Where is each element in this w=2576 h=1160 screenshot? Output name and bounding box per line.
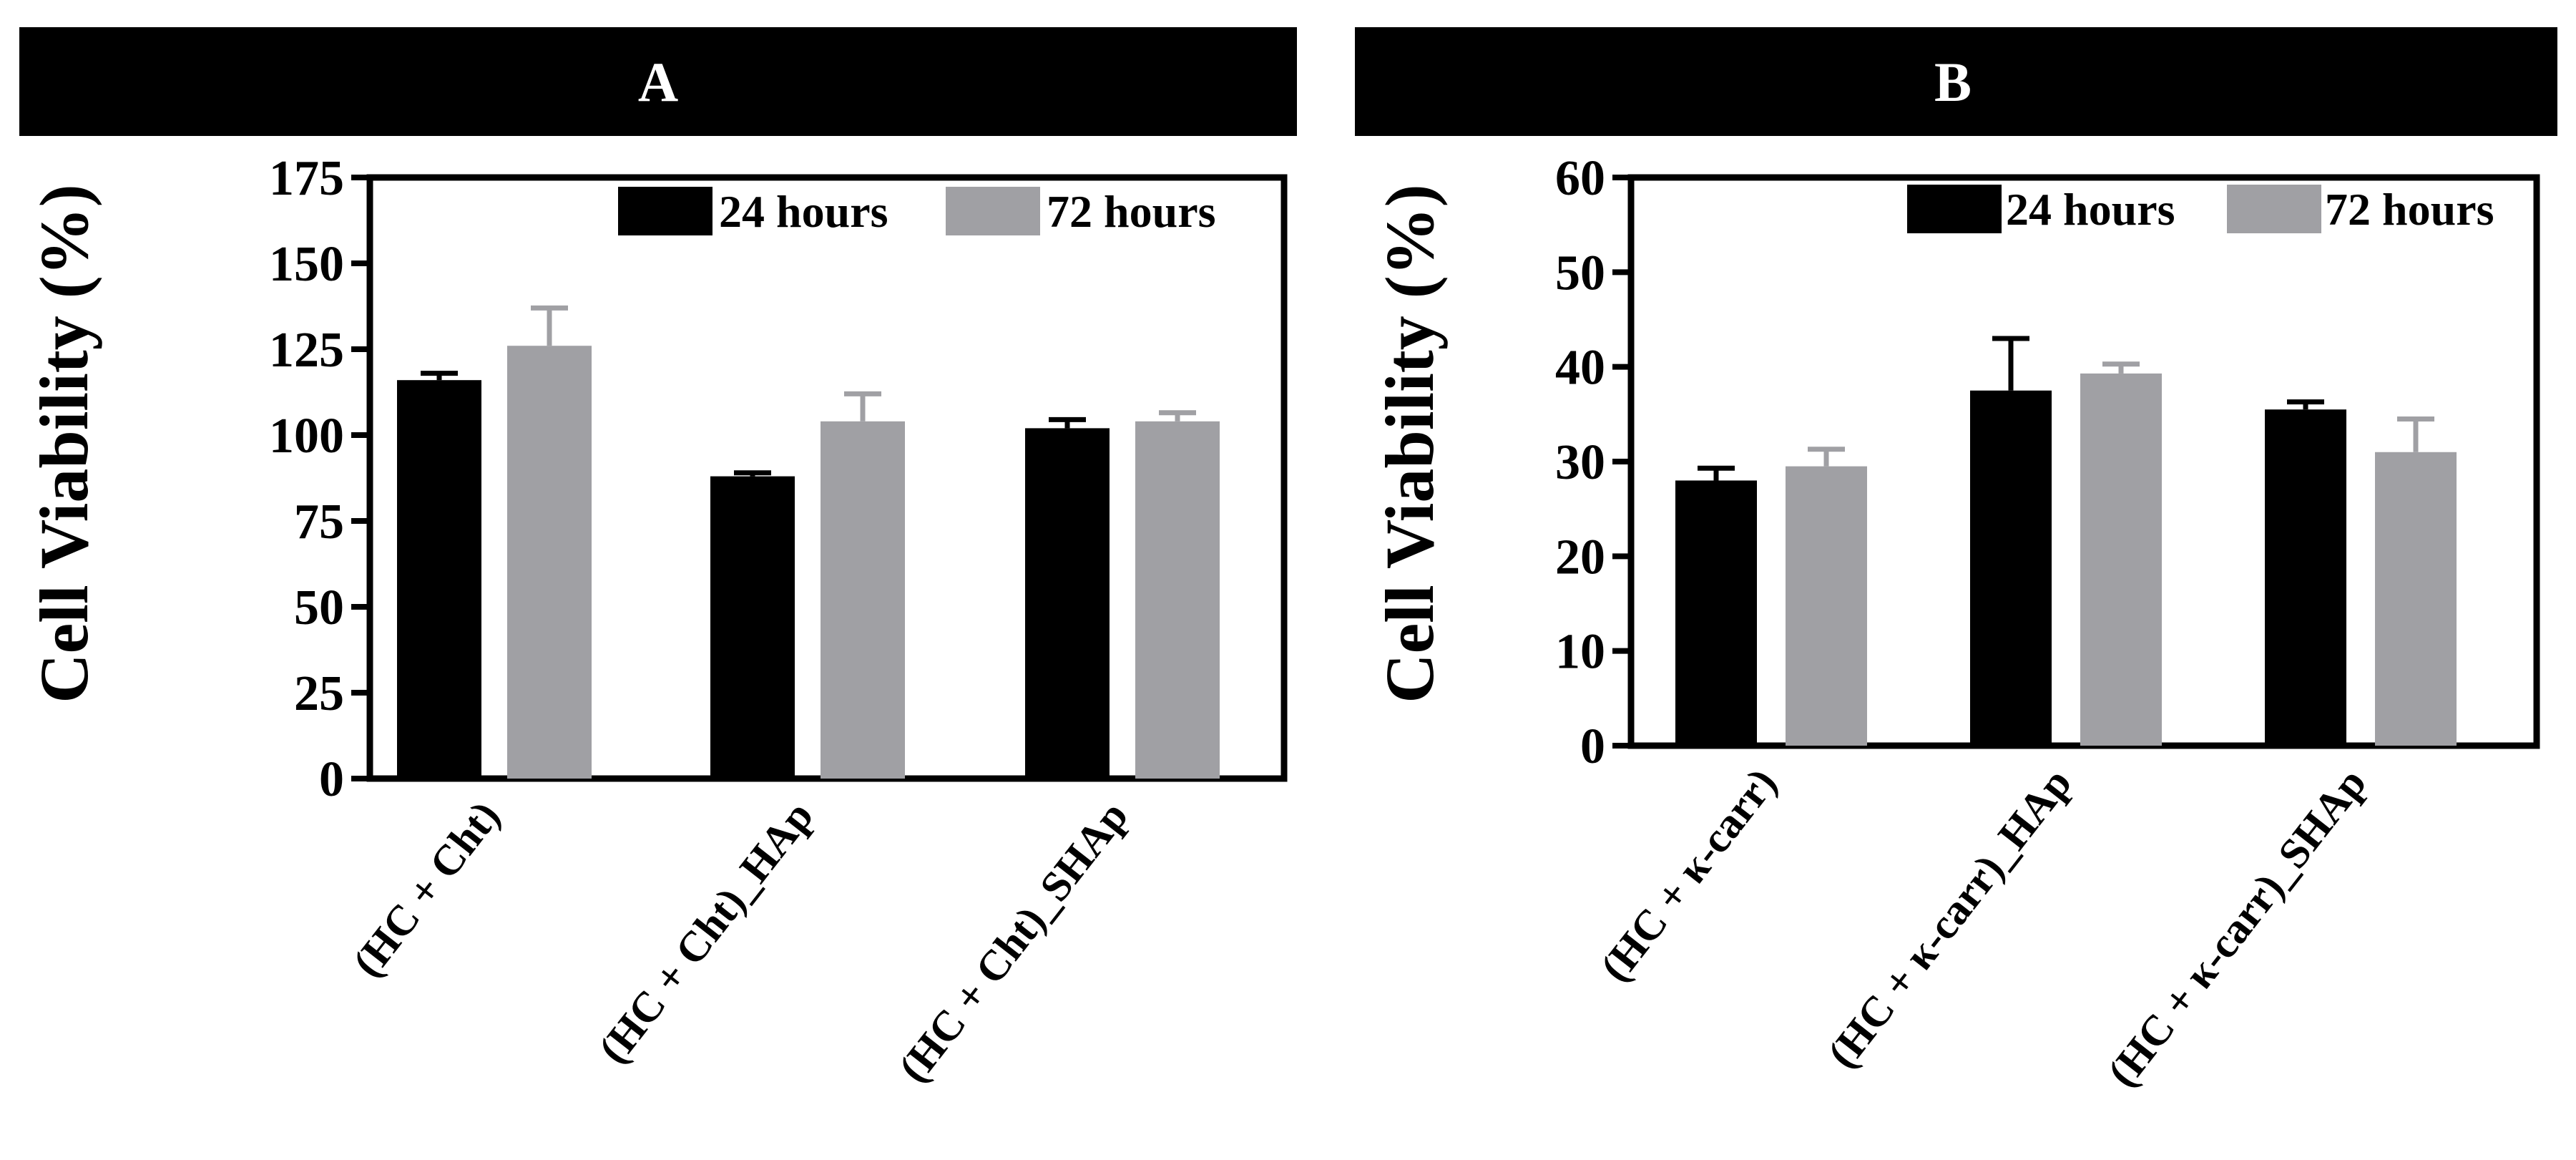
bar — [1135, 421, 1220, 779]
x-tick-label: (HC + κ-carr)_HAp — [1818, 759, 2080, 1076]
bar — [397, 380, 481, 779]
legend-swatch — [1907, 185, 2002, 233]
panel-b-bars — [1675, 336, 2457, 746]
panel-b-legend: 24 hours 72 hours — [1907, 184, 2494, 235]
y-tick-label: 25 — [294, 666, 344, 721]
panel-b-banner — [1355, 27, 2557, 136]
bar — [2080, 373, 2162, 746]
y-tick-label: 20 — [1555, 530, 1605, 585]
legend-swatch — [618, 187, 712, 235]
y-tick-label: 50 — [1555, 245, 1605, 301]
y-tick-label: 30 — [1555, 435, 1605, 490]
bar — [2375, 452, 2457, 746]
y-tick-label: 125 — [269, 323, 344, 378]
y-tick-label: 40 — [1555, 341, 1605, 396]
panel-b: B Cell Viability (%) 0 10 20 30 40 50 60 (HC + … — [1355, 27, 2557, 1096]
y-tick-label: 75 — [294, 494, 344, 550]
legend-label: 24 hours — [2006, 184, 2175, 235]
panel-a-banner — [19, 27, 1297, 136]
x-tick-label: (HC + Cht)_HAp — [589, 792, 822, 1072]
x-tick-label: (HC + Cht)_SHAp — [889, 792, 1137, 1091]
legend-label: 24 hours — [719, 186, 888, 237]
panel-b-y-axis-label: Cell Viability (%) — [1371, 184, 1448, 703]
x-tick-label: (HC + Cht) — [343, 792, 509, 985]
bar — [1970, 390, 2052, 746]
y-tick-label: 10 — [1555, 625, 1605, 680]
panel-b-title: B — [1934, 51, 1972, 113]
bar — [1786, 466, 1867, 746]
x-tick-label: (HC + κ-carr)_SHAp — [2098, 759, 2375, 1095]
legend-swatch — [946, 187, 1040, 235]
panel-a-y-axis-label: Cell Viability (%) — [26, 184, 102, 703]
legend-swatch — [2227, 185, 2321, 233]
y-tick-label: 0 — [1580, 719, 1605, 774]
y-tick-label: 60 — [1555, 151, 1605, 206]
y-tick-label: 50 — [294, 580, 344, 635]
bar — [507, 346, 592, 779]
panel-a-title: A — [638, 51, 678, 113]
bar — [821, 421, 905, 779]
x-tick-label: (HC + κ-carr) — [1591, 759, 1786, 990]
legend-label: 72 hours — [2325, 184, 2494, 235]
y-tick-label: 150 — [269, 237, 344, 292]
panel-a: A Cell Viability (%) 0 25 50 75 100 125 150 175… — [19, 27, 1297, 1091]
bar — [710, 476, 795, 779]
y-tick-label: 175 — [269, 151, 344, 206]
bar — [1675, 480, 1757, 746]
bar — [2265, 409, 2346, 746]
panel-a-bars — [397, 305, 1220, 779]
panel-a-legend: 24 hours 72 hours — [618, 186, 1216, 237]
y-tick-label: 100 — [269, 409, 344, 464]
bar — [1025, 428, 1110, 779]
y-tick-label: 0 — [319, 752, 344, 807]
legend-label: 72 hours — [1047, 186, 1216, 237]
